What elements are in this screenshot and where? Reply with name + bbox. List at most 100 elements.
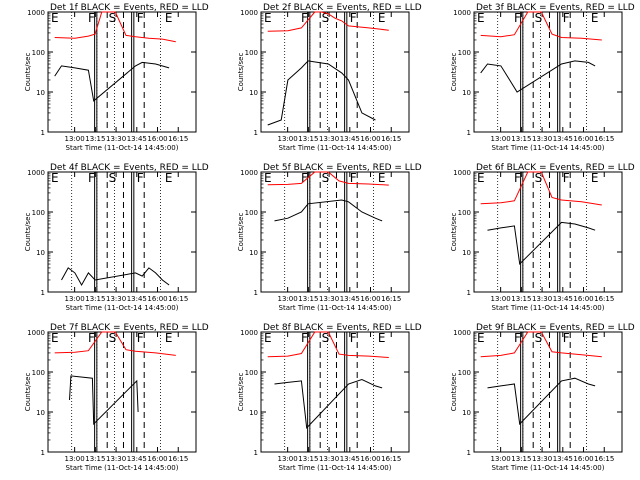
- region-label: E: [591, 171, 599, 185]
- x-tick-label: 16:00: [573, 455, 593, 463]
- region-label: S: [535, 171, 543, 185]
- detector-chart: Det 6f BLACK = Events, RED = LLD 1 10 100 10…: [450, 163, 635, 312]
- y-tick-label: 10: [36, 409, 45, 417]
- y-tick-label: 1000: [453, 169, 471, 177]
- x-tick-label: 13:00: [491, 135, 511, 143]
- x-tick-label: 13:30: [319, 135, 339, 143]
- events-series-line: [274, 199, 383, 222]
- detector-panel: Det 9f BLACK = Events, RED = LLD 1 10 100 10…: [426, 320, 639, 480]
- y-axis-label: Counts/sec: [237, 373, 245, 412]
- x-tick-label: 16:15: [381, 135, 401, 143]
- x-tick-label: 13:15: [298, 135, 318, 143]
- y-tick-label: 10: [36, 249, 45, 257]
- region-label: F: [563, 171, 570, 185]
- x-tick-label: 16:15: [168, 135, 188, 143]
- y-axis-label: Counts/sec: [450, 53, 458, 92]
- x-axis-label: Start Time (11-Oct-14 14:45:00): [279, 464, 392, 472]
- region-label: F: [88, 11, 95, 25]
- detector-chart: Det 5f BLACK = Events, RED = LLD 1 10 100 10…: [237, 163, 422, 312]
- region-label: E: [264, 11, 272, 25]
- x-tick-label: 13:45: [553, 455, 573, 463]
- x-tick-label: 13:15: [298, 455, 318, 463]
- region-label: E: [165, 171, 173, 185]
- region-label: E: [378, 171, 386, 185]
- x-tick-label: 13:15: [511, 135, 531, 143]
- y-tick-label: 10: [249, 249, 258, 257]
- x-tick-label: 13:45: [340, 455, 360, 463]
- region-label: F: [514, 171, 521, 185]
- x-tick-label: 16:00: [147, 135, 167, 143]
- events-series-line: [274, 378, 383, 430]
- region-label: E: [591, 11, 599, 25]
- y-tick-label: 10: [36, 89, 45, 97]
- lld-series-line: [267, 11, 389, 32]
- lld-series-line: [480, 331, 602, 358]
- x-axis-label: Start Time (11-Oct-14 14:45:00): [492, 304, 605, 312]
- x-tick-label: 16:15: [381, 295, 401, 303]
- x-tick-label: 16:15: [594, 295, 614, 303]
- x-tick-label: 13:30: [319, 455, 339, 463]
- x-tick-label: 13:15: [85, 135, 105, 143]
- plot-frame: [260, 171, 410, 293]
- region-label: E: [264, 171, 272, 185]
- detector-chart: Det 4f BLACK = Events, RED = LLD 1 10 100 10…: [24, 163, 209, 312]
- chart-title: Det 5f BLACK = Events, RED = LLD: [263, 163, 422, 173]
- region-label: F: [350, 171, 357, 185]
- x-tick-label: 13:15: [298, 295, 318, 303]
- plot-frame: [473, 11, 623, 133]
- y-tick-label: 1: [41, 129, 45, 137]
- x-tick-label: 13:00: [65, 135, 85, 143]
- x-axis-label: Start Time (11-Oct-14 14:45:00): [66, 464, 179, 472]
- region-label: S: [109, 11, 117, 25]
- plot-frame: [260, 11, 410, 133]
- chart-title: Det 2f BLACK = Events, RED = LLD: [263, 3, 422, 13]
- region-label: F: [301, 11, 308, 25]
- events-series-line: [480, 60, 596, 93]
- x-tick-label: 13:15: [511, 295, 531, 303]
- y-tick-label: 1000: [27, 329, 45, 337]
- y-tick-label: 100: [245, 369, 258, 377]
- region-label: F: [88, 171, 95, 185]
- detector-panel: Det 1f BLACK = Events, RED = LLD 1 10 100 10…: [0, 0, 213, 160]
- region-label: E: [51, 331, 59, 345]
- region-label: F: [514, 11, 521, 25]
- plot-frame: [260, 331, 410, 453]
- y-axis-label: Counts/sec: [237, 213, 245, 252]
- x-tick-label: 13:30: [106, 455, 126, 463]
- y-tick-label: 1000: [453, 9, 471, 17]
- chart-title: Det 4f BLACK = Events, RED = LLD: [50, 163, 209, 173]
- region-label: E: [477, 171, 485, 185]
- region-label: S: [535, 11, 543, 25]
- region-label: F: [137, 171, 144, 185]
- x-tick-label: 16:15: [594, 135, 614, 143]
- region-label: E: [264, 331, 272, 345]
- y-axis-label: Counts/sec: [450, 373, 458, 412]
- x-tick-label: 16:15: [168, 295, 188, 303]
- x-tick-label: 13:00: [65, 295, 85, 303]
- x-tick-label: 16:15: [594, 455, 614, 463]
- chart-title: Det 7f BLACK = Events, RED = LLD: [50, 323, 209, 333]
- lld-series-line: [480, 11, 602, 41]
- y-axis-label: Counts/sec: [24, 213, 32, 252]
- lld-series-line: [480, 171, 602, 206]
- region-label: F: [350, 11, 357, 25]
- detector-chart: Det 7f BLACK = Events, RED = LLD 1 10 100 10…: [24, 323, 209, 472]
- plot-frame: [47, 11, 197, 133]
- region-label: S: [322, 11, 330, 25]
- region-label: F: [301, 171, 308, 185]
- x-tick-label: 13:45: [553, 295, 573, 303]
- x-tick-label: 13:00: [65, 455, 85, 463]
- detector-panel: Det 5f BLACK = Events, RED = LLD 1 10 100 10…: [213, 160, 426, 320]
- y-tick-label: 10: [462, 409, 471, 417]
- chart-title: Det 9f BLACK = Events, RED = LLD: [476, 323, 635, 333]
- region-label: E: [165, 11, 173, 25]
- x-tick-label: 16:15: [168, 455, 188, 463]
- lld-series-line: [267, 331, 389, 358]
- region-label: F: [137, 331, 144, 345]
- y-tick-label: 1: [467, 449, 471, 457]
- chart-title: Det 3f BLACK = Events, RED = LLD: [476, 3, 635, 13]
- detector-panel: Det 2f BLACK = Events, RED = LLD 1 10 100 10…: [213, 0, 426, 160]
- x-axis-label: Start Time (11-Oct-14 14:45:00): [492, 144, 605, 152]
- y-tick-label: 1: [467, 289, 471, 297]
